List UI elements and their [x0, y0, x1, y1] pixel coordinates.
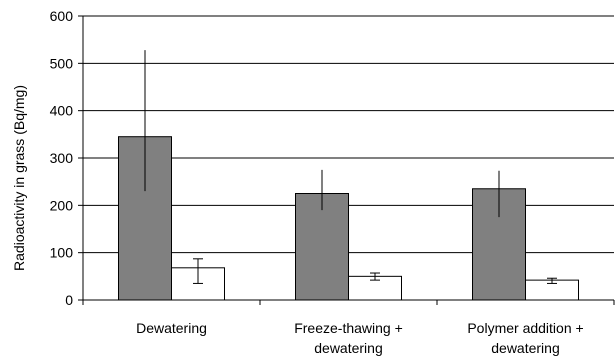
x-tick-label-line: dewatering	[314, 340, 383, 356]
axes	[78, 15, 615, 305]
x-tick-label-line: Polymer addition +	[467, 320, 583, 336]
y-tick-label: 100	[50, 245, 74, 261]
x-tick-label-line: Dewatering	[136, 320, 207, 336]
x-tick-label-line: dewatering	[491, 340, 560, 356]
error-bars	[144, 50, 557, 284]
bars	[118, 136, 579, 301]
y-tick-label: 200	[50, 197, 74, 213]
x-tick-label: Polymer addition + dewatering	[467, 320, 583, 356]
y-tick-label: 500	[50, 55, 74, 71]
y-tick-labels: 0 100 200 300 400 500 600	[50, 8, 74, 308]
y-tick-label: 0	[65, 292, 73, 308]
y-tick-label: 600	[50, 8, 74, 24]
x-tick-label: Freeze-thawing + dewatering	[294, 320, 403, 356]
x-tick-label-line: Freeze-thawing +	[294, 320, 403, 336]
bar	[295, 193, 349, 301]
y-axis-title: Radioactivity in grass (Bq/mg)	[11, 85, 27, 271]
y-tick-label: 300	[50, 150, 74, 166]
x-tick-labels: Dewatering Freeze-thawing + dewateringPoly…	[136, 320, 584, 356]
x-tick-label: Dewatering	[136, 320, 207, 336]
y-tick-label: 400	[50, 103, 74, 119]
